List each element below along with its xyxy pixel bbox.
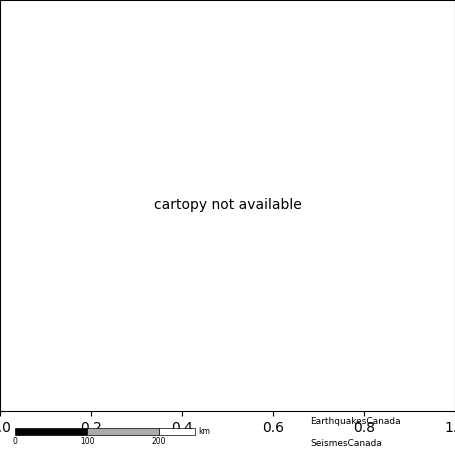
Text: SeismesCanada: SeismesCanada	[310, 439, 382, 448]
Bar	[159, 428, 195, 435]
Text: km: km	[198, 427, 210, 436]
Text: 0: 0	[13, 437, 17, 446]
Bar	[87, 428, 159, 435]
Text: 200: 200	[152, 437, 166, 446]
Text: cartopy not available: cartopy not available	[154, 198, 301, 212]
Text: 100: 100	[80, 437, 94, 446]
Bar	[15, 428, 87, 435]
Text: EarthquakesCanada: EarthquakesCanada	[310, 417, 400, 426]
